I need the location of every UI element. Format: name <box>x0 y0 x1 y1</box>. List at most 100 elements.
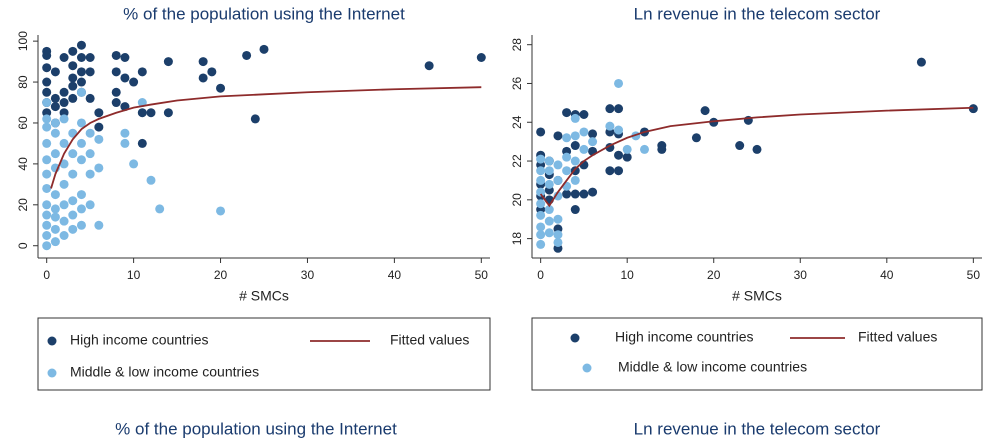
data-point <box>50 204 60 214</box>
data-point <box>42 63 52 73</box>
data-point <box>50 102 60 112</box>
data-point <box>553 191 563 201</box>
legend-label: Fitted values <box>858 329 937 345</box>
data-point <box>76 67 86 77</box>
data-point <box>614 104 624 114</box>
data-point <box>544 205 554 215</box>
data-point <box>216 206 226 216</box>
data-point <box>76 204 86 214</box>
data-point <box>68 81 78 91</box>
y-tick-label: 26 <box>510 76 524 90</box>
y-tick-label: 22 <box>510 154 524 168</box>
data-point <box>968 104 978 114</box>
data-point <box>216 83 226 93</box>
data-point <box>424 61 434 71</box>
data-point <box>137 98 147 108</box>
data-point <box>59 87 69 97</box>
x-tick-label: 20 <box>707 268 721 282</box>
data-point <box>536 239 546 249</box>
data-point <box>94 220 104 230</box>
legend-marker <box>47 368 57 378</box>
data-point <box>50 93 60 103</box>
x-tick-label: 10 <box>127 268 141 282</box>
data-point <box>42 77 52 87</box>
data-point <box>59 114 69 124</box>
data-point <box>111 98 121 108</box>
data-point <box>59 200 69 210</box>
data-point <box>137 108 147 118</box>
data-point <box>562 189 572 199</box>
x-axis-label: # SMCs <box>239 288 289 304</box>
x-tick-label: 30 <box>794 268 808 282</box>
data-point <box>207 67 217 77</box>
data-point <box>68 196 78 206</box>
data-point <box>553 230 563 240</box>
data-point <box>85 93 95 103</box>
data-point <box>579 144 589 154</box>
data-point <box>85 169 95 179</box>
data-point <box>570 141 580 151</box>
data-point <box>59 230 69 240</box>
x-tick-label: 20 <box>214 268 228 282</box>
data-point <box>68 73 78 83</box>
data-point <box>691 133 701 143</box>
legend-label: Middle & low income countries <box>618 359 807 375</box>
data-point <box>544 156 554 166</box>
data-point <box>94 134 104 144</box>
data-point <box>120 73 130 83</box>
data-point <box>68 224 78 234</box>
data-point <box>129 159 139 169</box>
data-point <box>544 216 554 226</box>
data-point <box>544 166 554 176</box>
data-point <box>155 204 165 214</box>
data-point <box>570 156 580 166</box>
data-point <box>752 144 762 154</box>
x-tick-label: 10 <box>621 268 635 282</box>
data-point <box>536 199 546 209</box>
data-point <box>42 122 52 132</box>
x-tick-label: 0 <box>43 268 50 282</box>
data-point <box>42 50 52 60</box>
lower-title: % of the population using the Internet <box>115 419 397 438</box>
data-point <box>536 222 546 232</box>
data-point <box>536 210 546 220</box>
data-point <box>111 87 121 97</box>
y-tick-label: 24 <box>510 115 524 129</box>
data-point <box>553 175 563 185</box>
data-point <box>536 154 546 164</box>
data-point <box>562 181 572 191</box>
fitted-line <box>50 86 482 189</box>
data-point <box>129 77 139 87</box>
chart-title: % of the population using the Internet <box>123 4 405 23</box>
y-tick-label: 60 <box>16 116 30 130</box>
data-point <box>242 50 252 60</box>
data-point <box>59 98 69 108</box>
legend-label: Fitted values <box>390 332 469 348</box>
data-point <box>50 128 60 138</box>
data-point <box>570 175 580 185</box>
y-tick-label: 100 <box>16 31 30 51</box>
data-point <box>536 166 546 176</box>
data-point <box>111 67 121 77</box>
fitted-line <box>539 106 974 208</box>
data-point <box>640 144 649 154</box>
data-point <box>42 138 52 148</box>
data-point <box>553 237 563 247</box>
data-point <box>59 138 69 148</box>
data-point <box>579 189 589 199</box>
data-point <box>536 127 546 137</box>
data-point <box>137 67 147 77</box>
data-point <box>68 93 78 103</box>
legend-label: High income countries <box>615 329 754 345</box>
data-point <box>42 114 52 124</box>
data-point <box>68 61 78 71</box>
data-point <box>588 137 598 147</box>
data-point <box>916 57 926 67</box>
data-point <box>657 144 667 154</box>
data-point <box>94 163 104 173</box>
legend-box <box>37 317 491 391</box>
data-point <box>42 183 52 193</box>
data-point <box>163 57 173 67</box>
data-point <box>137 138 147 148</box>
data-point <box>42 241 52 251</box>
